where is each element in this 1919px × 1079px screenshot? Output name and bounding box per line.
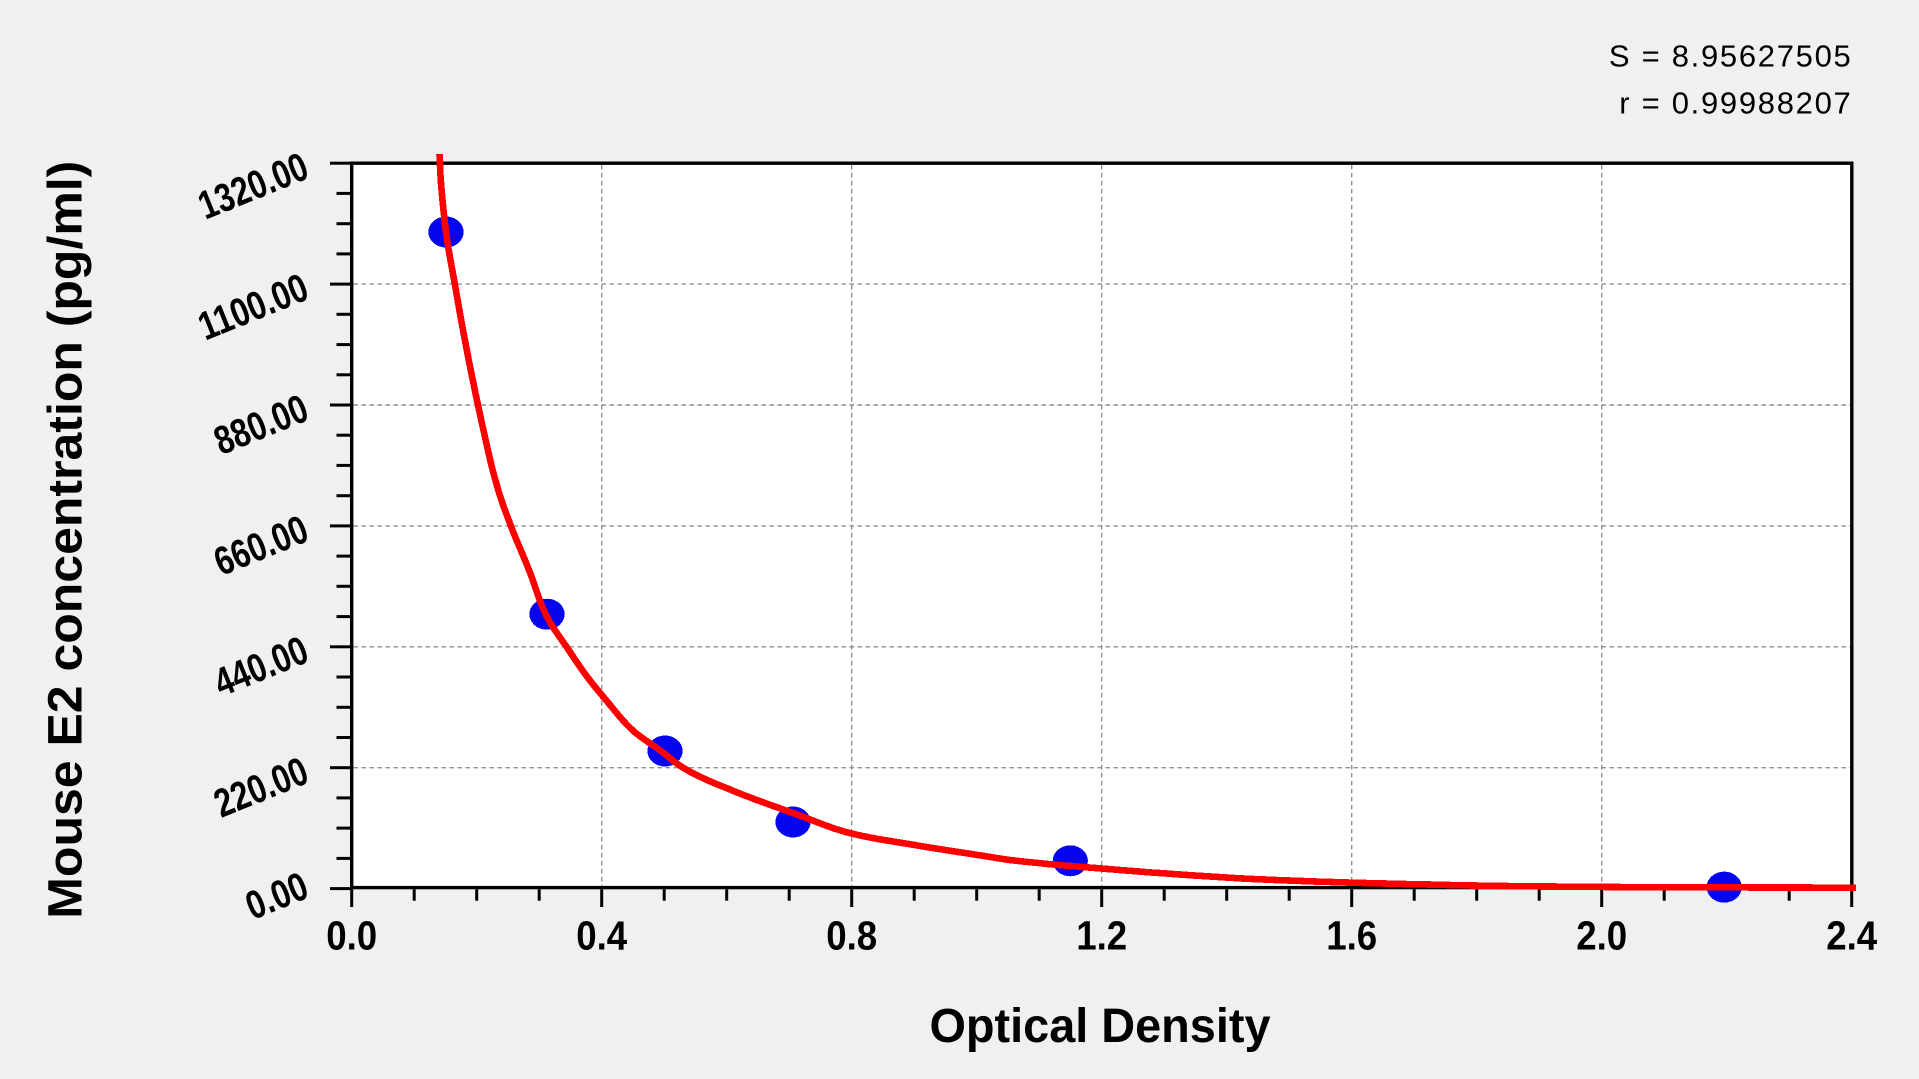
svg-text:0.0: 0.0 [326,913,377,959]
svg-text:1.6: 1.6 [1326,913,1377,959]
svg-text:2.0: 2.0 [1576,913,1627,959]
svg-text:0.8: 0.8 [826,913,877,959]
svg-text:0.4: 0.4 [576,913,627,959]
svg-text:Optical Density: Optical Density [930,1000,1271,1053]
svg-text:Mouse E2 concentration (pg/ml): Mouse E2 concentration (pg/ml) [40,161,93,919]
svg-text:2.4: 2.4 [1826,913,1877,959]
svg-text:S = 8.95627505: S = 8.95627505 [1609,39,1853,74]
svg-text:1.2: 1.2 [1076,913,1127,959]
svg-text:r = 0.99988207: r = 0.99988207 [1619,86,1852,121]
